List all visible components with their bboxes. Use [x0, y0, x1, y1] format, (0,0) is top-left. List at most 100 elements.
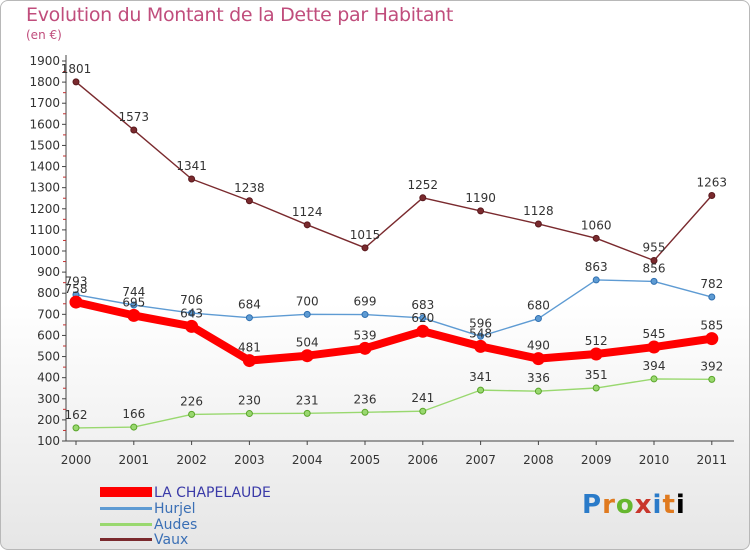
data-label: 336	[527, 371, 550, 385]
data-point	[534, 387, 542, 395]
legend-swatch	[100, 487, 152, 497]
x-tick-label: 2005	[350, 453, 381, 467]
data-label: 793	[65, 275, 88, 289]
data-point	[419, 314, 427, 322]
data-point	[474, 339, 488, 353]
data-label: 481	[238, 341, 261, 355]
legend-swatch	[100, 507, 152, 510]
data-label: 1238	[234, 181, 265, 195]
data-label: 782	[700, 277, 723, 291]
data-point	[531, 352, 545, 366]
data-label: 643	[180, 306, 203, 320]
data-point	[592, 276, 600, 284]
x-tick-label: 2002	[176, 453, 207, 467]
data-label: 744	[122, 285, 145, 299]
data-point	[185, 319, 199, 333]
y-tick-label: 1300	[29, 181, 60, 195]
data-point	[69, 295, 83, 309]
y-tick-label: 600	[37, 328, 60, 342]
data-label: 1573	[119, 110, 150, 124]
legend-swatch	[100, 538, 152, 541]
data-point	[303, 310, 311, 318]
data-label: 162	[65, 408, 88, 422]
x-tick-label: 2006	[408, 453, 439, 467]
x-tick-label: 2000	[61, 453, 92, 467]
y-tick-label: 1900	[29, 54, 60, 68]
data-point	[650, 257, 658, 264]
data-labels-layer: 162 166 226 230 231 236 241 341 336 351 394 392 1801…	[61, 62, 727, 422]
legend-label: LA CHAPELAUDE	[154, 485, 271, 501]
x-tick-label: 2003	[234, 453, 265, 467]
data-label: 1190	[465, 191, 496, 205]
data-point	[647, 340, 661, 354]
data-label: 1252	[408, 178, 439, 192]
legend-swatch	[100, 523, 152, 526]
x-tick-label: 2009	[581, 453, 612, 467]
data-point	[358, 341, 372, 355]
data-point	[361, 244, 369, 252]
y-tick-label: 900	[37, 265, 60, 279]
y-tick-label: 1200	[29, 202, 60, 216]
data-label: 863	[585, 260, 608, 274]
data-label: 596	[469, 316, 492, 330]
data-point	[130, 126, 138, 134]
data-point	[188, 309, 196, 317]
data-label: 341	[469, 370, 492, 384]
y-tick-label: 500	[37, 350, 60, 364]
series-line-la-chapelaude	[72, 298, 716, 365]
data-label: 856	[643, 261, 666, 275]
y-tick-label: 800	[37, 286, 60, 300]
data-label: 1128	[523, 204, 554, 218]
data-point	[127, 308, 141, 322]
y-tick-label: 1800	[29, 75, 60, 89]
data-label: 1060	[581, 218, 612, 232]
data-label: 226	[180, 394, 203, 408]
data-point	[303, 409, 311, 417]
data-label: 955	[643, 241, 666, 255]
y-tick-label: 1500	[29, 138, 60, 152]
series-line-vaux	[75, 81, 713, 262]
data-point	[361, 408, 369, 416]
data-point	[130, 423, 138, 431]
data-label: 1263	[697, 175, 728, 189]
data-point	[130, 301, 138, 309]
data-label: 1801	[61, 62, 92, 76]
data-label: 392	[700, 359, 723, 373]
data-label: 680	[527, 299, 550, 313]
data-point	[477, 386, 485, 394]
data-point	[72, 424, 80, 432]
data-label: 548	[469, 326, 492, 340]
chart-title: Evolution du Montant de la Dette par Hab…	[26, 4, 454, 26]
data-point	[589, 347, 603, 361]
data-point	[419, 407, 427, 415]
data-label: 166	[122, 407, 145, 421]
data-label: 683	[411, 298, 434, 312]
data-point	[419, 194, 427, 202]
y-tick-label: 300	[37, 392, 60, 406]
data-label: 230	[238, 394, 261, 408]
series-line-hurjel	[75, 279, 713, 337]
data-point	[477, 207, 485, 215]
legend-label: Vaux	[154, 532, 188, 548]
data-point	[708, 191, 716, 199]
data-point	[592, 234, 600, 242]
data-point	[300, 349, 314, 363]
data-point	[708, 293, 716, 301]
y-tick-label: 1000	[29, 244, 60, 258]
data-label: 539	[354, 328, 377, 342]
x-tick-label: 2004	[292, 453, 323, 467]
data-point	[477, 332, 485, 340]
x-tick-label: 2008	[523, 453, 554, 467]
data-point	[534, 315, 542, 323]
data-point	[245, 197, 253, 205]
y-tick-label: 100	[37, 434, 60, 448]
data-label: 1124	[292, 205, 323, 219]
proxiti-logo: Proxiti	[582, 490, 686, 520]
data-label: 695	[122, 295, 145, 309]
y-tick-label: 1600	[29, 117, 60, 131]
data-label: 620	[411, 311, 434, 325]
data-label: 351	[585, 368, 608, 382]
data-point	[534, 220, 542, 228]
data-label: 241	[411, 391, 434, 405]
series-layer	[69, 78, 719, 432]
